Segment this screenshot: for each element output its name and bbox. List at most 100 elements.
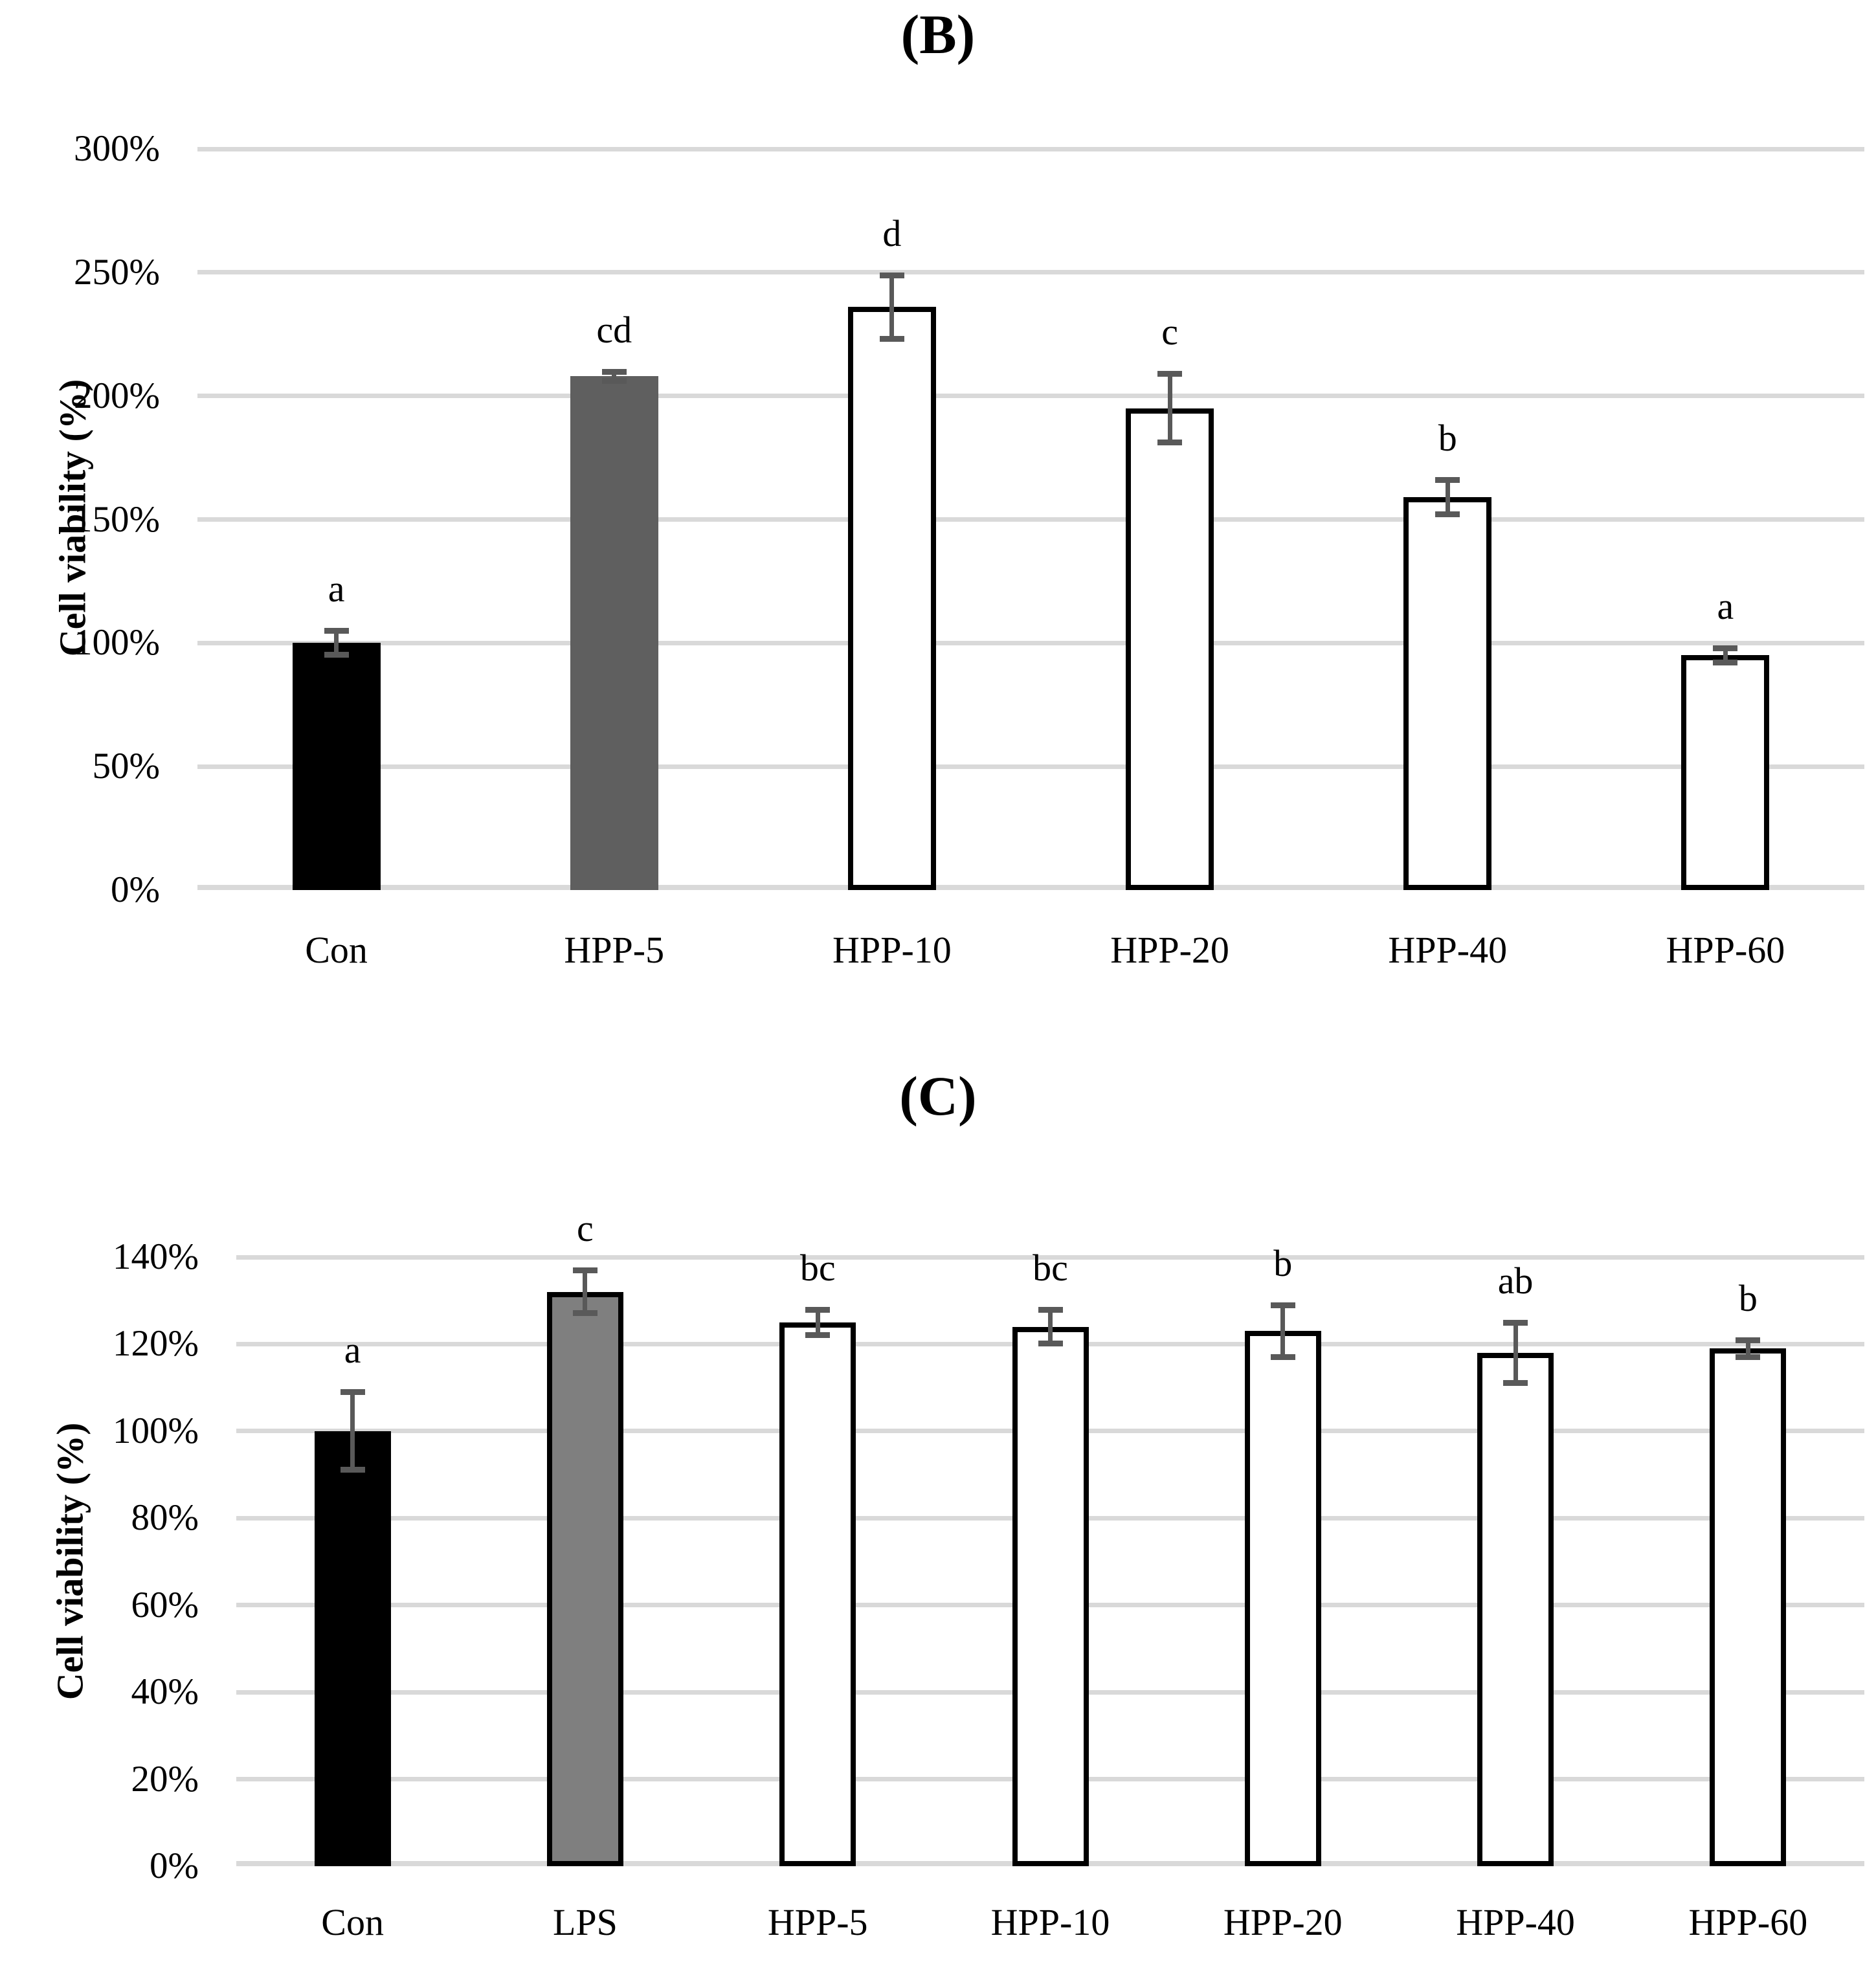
xtick-C-HPP-10: HPP-10	[990, 1901, 1110, 1943]
bar-B-Con	[292, 643, 381, 890]
error-bar-cap-bottom-C-HPP-20	[1270, 1354, 1295, 1360]
xtick-C-LPS: LPS	[552, 1901, 618, 1943]
bar-C-HPP-60	[1710, 1348, 1787, 1866]
error-bar-cap-bottom-B-HPP-40	[1435, 511, 1460, 517]
sig-letter-C-Con: a	[344, 1329, 361, 1372]
error-bar-cap-bottom-C-HPP-5	[805, 1332, 831, 1338]
sig-letter-C-HPP-60: b	[1738, 1276, 1758, 1319]
error-bar-cap-bottom-C-Con	[340, 1467, 365, 1473]
error-bar-line-B-HPP-10	[889, 274, 895, 339]
sig-letter-C-HPP-10: bc	[1033, 1246, 1068, 1289]
error-bar-B-Con	[324, 628, 349, 658]
ytick-B-0: 0%	[111, 869, 160, 910]
error-bar-cap-bottom-C-LPS	[572, 1310, 597, 1317]
error-bar-B-HPP-5	[601, 368, 627, 384]
xtick-B-HPP-60: HPP-60	[1666, 929, 1785, 971]
error-bar-cap-bottom-C-HPP-10	[1038, 1341, 1063, 1347]
error-bar-cap-top-B-HPP-20	[1157, 371, 1183, 377]
error-bar-C-LPS	[572, 1267, 597, 1317]
error-bar-line-B-HPP-20	[1167, 373, 1172, 443]
sig-letter-B-HPP-20: c	[1161, 311, 1178, 353]
error-bar-line-C-HPP-40	[1513, 1322, 1518, 1383]
error-bar-cap-top-C-HPP-20	[1270, 1302, 1295, 1308]
error-bar-line-C-HPP-60	[1745, 1339, 1750, 1357]
gridline-B-50	[197, 764, 1864, 769]
ytick-B-250: 250%	[74, 251, 160, 293]
bar-C-HPP-20	[1244, 1331, 1321, 1866]
error-bar-line-B-HPP-40	[1445, 480, 1450, 515]
bar-C-Con	[314, 1431, 391, 1866]
xtick-B-HPP-40: HPP-40	[1388, 929, 1508, 971]
sig-letter-B-HPP-40: b	[1438, 417, 1457, 460]
sig-letter-C-HPP-40: ab	[1497, 1259, 1534, 1302]
ytick-C-100: 100%	[113, 1410, 199, 1451]
xtick-C-HPP-60: HPP-60	[1688, 1901, 1808, 1943]
error-bar-line-C-HPP-5	[815, 1309, 820, 1335]
xtick-B-Con: Con	[305, 929, 368, 971]
gridline-B-300	[197, 146, 1864, 151]
ytick-C-20: 20%	[131, 1758, 199, 1800]
bar-C-LPS	[546, 1291, 623, 1866]
ytick-C-40: 40%	[131, 1671, 199, 1713]
error-bar-line-C-LPS	[583, 1270, 588, 1314]
sig-letter-C-HPP-5: bc	[799, 1246, 836, 1289]
bar-B-HPP-10	[847, 307, 936, 890]
sig-letter-C-HPP-20: b	[1273, 1242, 1293, 1284]
error-bar-cap-top-C-Con	[340, 1389, 365, 1396]
sig-letter-B-HPP-10: d	[882, 212, 902, 254]
bar-C-HPP-10	[1012, 1326, 1089, 1866]
sig-letter-B-Con: a	[328, 568, 345, 610]
error-bar-cap-top-B-Con	[324, 628, 349, 634]
error-bar-cap-top-B-HPP-10	[879, 272, 904, 278]
sig-letter-B-HPP-60: a	[1717, 585, 1734, 627]
bar-B-HPP-40	[1403, 497, 1492, 890]
ytick-B-100: 100%	[74, 622, 160, 663]
error-bar-C-HPP-60	[1736, 1337, 1761, 1360]
x-axis-line-B-0	[197, 885, 1864, 890]
gridline-B-200	[197, 394, 1864, 399]
error-bar-line-B-Con	[334, 630, 339, 656]
error-bar-B-HPP-20	[1157, 371, 1183, 446]
error-bar-line-C-HPP-20	[1280, 1304, 1286, 1357]
error-bar-cap-top-C-HPP-5	[805, 1306, 831, 1313]
ytick-C-140: 140%	[113, 1236, 199, 1277]
error-bar-cap-top-C-HPP-10	[1038, 1306, 1063, 1313]
gridline-B-100	[197, 640, 1864, 645]
error-bar-C-HPP-10	[1038, 1306, 1063, 1347]
error-bar-cap-top-B-HPP-40	[1435, 477, 1460, 484]
gridline-C-140	[236, 1254, 1864, 1260]
error-bar-C-HPP-5	[805, 1306, 831, 1338]
error-bar-cap-bottom-B-Con	[324, 652, 349, 658]
error-bar-cap-bottom-B-HPP-5	[601, 377, 627, 384]
error-bar-line-C-Con	[350, 1392, 355, 1471]
ytick-C-80: 80%	[131, 1497, 199, 1539]
ytick-C-120: 120%	[113, 1323, 199, 1365]
bar-B-HPP-5	[570, 376, 658, 890]
ytick-B-50: 50%	[92, 746, 160, 787]
ytick-C-0: 0%	[150, 1845, 199, 1886]
sig-letter-B-HPP-5: cd	[596, 308, 632, 351]
error-bar-cap-top-C-HPP-60	[1736, 1337, 1761, 1343]
chart-B-title: (B)	[900, 3, 976, 65]
error-bar-C-Con	[340, 1389, 365, 1473]
error-bar-cap-top-B-HPP-5	[601, 368, 627, 375]
error-bar-cap-bottom-C-HPP-40	[1503, 1379, 1528, 1386]
error-bar-line-B-HPP-60	[1723, 647, 1728, 663]
error-bar-cap-top-C-HPP-40	[1503, 1319, 1528, 1326]
error-bar-B-HPP-60	[1713, 645, 1738, 665]
sig-letter-C-LPS: c	[577, 1207, 594, 1250]
error-bar-cap-bottom-B-HPP-20	[1157, 440, 1183, 446]
error-bar-cap-bottom-B-HPP-60	[1713, 659, 1738, 665]
error-bar-C-HPP-20	[1270, 1302, 1295, 1360]
xtick-C-HPP-40: HPP-40	[1456, 1901, 1575, 1943]
ytick-B-200: 200%	[74, 375, 160, 416]
bar-C-HPP-40	[1477, 1352, 1554, 1866]
xtick-C-HPP-5: HPP-5	[767, 1901, 868, 1943]
chart-C-title: (C)	[899, 1065, 977, 1127]
ytick-B-300: 300%	[74, 128, 160, 169]
ytick-B-150: 150%	[74, 498, 160, 540]
